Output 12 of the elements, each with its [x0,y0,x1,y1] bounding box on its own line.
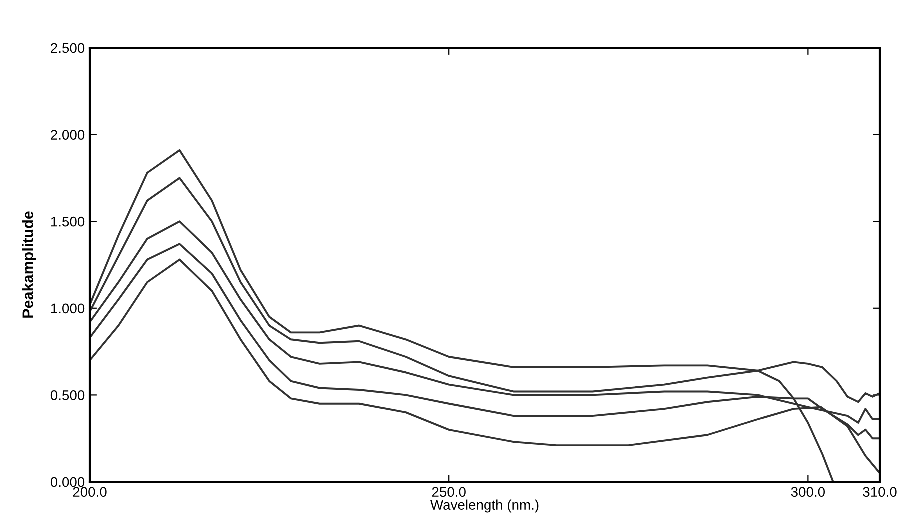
y-tick-label: 2.500 [51,43,85,54]
x-tick-label: 250.0 [432,487,466,498]
x-tick-label: 300.0 [791,487,826,498]
x-tick-label: 200.0 [73,487,107,498]
x-tick-label: 310.0 [863,487,897,498]
y-tick-label: 1.000 [51,304,85,314]
y-tick-label: 0.000 [50,477,85,488]
y-axis-title: Peakamplitude [22,212,36,318]
y-tick-label: 1.500 [51,216,85,227]
x-axis-title: Wavelength (nm.) [430,500,539,513]
y-tick-label: 0.500 [50,390,85,400]
y-tick-label: 2.000 [51,130,85,140]
